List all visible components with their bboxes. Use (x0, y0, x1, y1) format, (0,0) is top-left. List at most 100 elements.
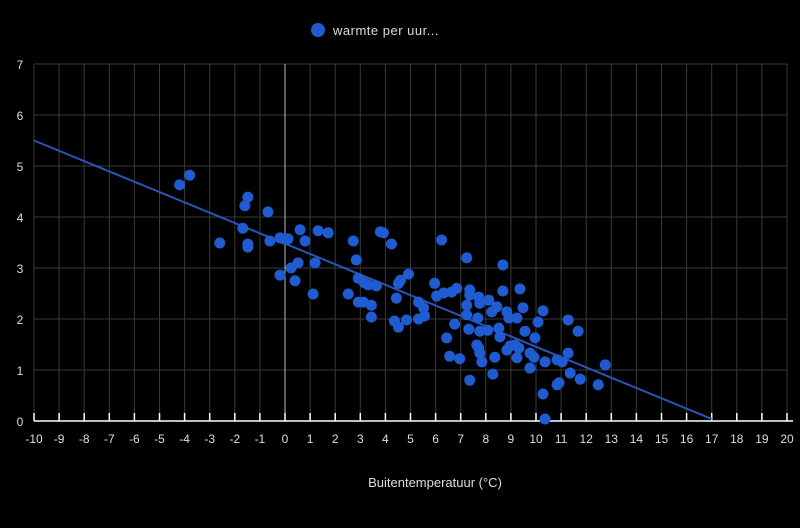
data-point (282, 233, 294, 245)
data-point (312, 225, 324, 237)
data-point (365, 311, 377, 323)
data-point (489, 351, 501, 363)
data-point (574, 373, 586, 385)
data-point (513, 342, 525, 354)
data-point (309, 257, 321, 269)
data-point (472, 312, 484, 324)
data-point (392, 277, 404, 289)
x-tick-label: -5 (154, 432, 165, 446)
data-point (400, 314, 412, 326)
data-point (262, 206, 274, 218)
data-point (537, 305, 549, 317)
x-tick-label: 10 (529, 432, 543, 446)
x-tick-label: 6 (432, 432, 439, 446)
y-axis: 0 1 2 3 4 5 6 7 (17, 58, 24, 429)
x-tick-label: -3 (204, 432, 215, 446)
x-tick-label: -6 (129, 432, 140, 446)
data-point (562, 347, 574, 359)
legend-label: warmte per uur... (332, 23, 439, 38)
data-point (429, 277, 441, 289)
data-point (385, 238, 397, 250)
data-point (449, 318, 461, 330)
x-tick-label: 4 (382, 432, 389, 446)
data-point (494, 331, 506, 343)
x-tick-label: -8 (79, 432, 90, 446)
data-point (464, 374, 476, 386)
data-point (342, 288, 354, 300)
data-point (264, 235, 276, 247)
data-point (599, 359, 611, 371)
x-axis: -10 -9 -8 -7 -6 -5 -4 -3 -2 -1 0 1 2 3 4 5 6 7 8 9 10 11 12 13 1… (25, 413, 794, 446)
data-point (497, 259, 509, 271)
data-point (362, 279, 374, 291)
x-tick-label: -9 (54, 432, 65, 446)
data-point (365, 299, 377, 311)
data-point (444, 350, 456, 362)
x-tick-label: 14 (630, 432, 644, 446)
data-point (517, 302, 529, 314)
x-tick-label: 8 (482, 432, 489, 446)
data-point (556, 356, 568, 368)
data-point (461, 299, 473, 311)
x-tick-label: 16 (680, 432, 694, 446)
x-tick-label: 18 (730, 432, 744, 446)
x-tick-label: 1 (307, 432, 314, 446)
data-point (347, 235, 359, 247)
data-point (476, 356, 488, 368)
data-point (474, 347, 486, 359)
data-point (519, 325, 531, 337)
y-tick-label: 6 (17, 109, 24, 123)
data-point (539, 413, 551, 425)
data-point (461, 309, 473, 321)
x-tick-label: 3 (357, 432, 364, 446)
data-point (483, 294, 495, 306)
x-tick-label: 2 (332, 432, 339, 446)
data-point (539, 356, 551, 368)
data-point (572, 325, 584, 337)
data-point (503, 312, 515, 324)
data-point (350, 254, 362, 266)
data-point (285, 262, 297, 274)
data-point (299, 235, 311, 247)
data-point (461, 252, 473, 264)
data-point (294, 224, 306, 236)
data-point (438, 287, 450, 299)
legend[interactable]: warmte per uur... (311, 23, 439, 38)
data-point (239, 200, 251, 212)
data-point (474, 325, 486, 337)
data-point (322, 227, 334, 239)
x-tick-label: 12 (580, 432, 594, 446)
data-point (392, 321, 404, 333)
data-point (514, 283, 526, 295)
data-point (242, 191, 254, 203)
data-point (564, 367, 576, 379)
data-point (214, 237, 226, 249)
data-point (402, 268, 414, 280)
data-point (497, 285, 509, 297)
data-point (482, 324, 494, 336)
data-point (487, 368, 499, 380)
data-point (184, 169, 196, 181)
data-point (474, 297, 486, 309)
grid (33, 63, 788, 422)
y-tick-label: 2 (17, 313, 24, 327)
x-tick-label: 17 (705, 432, 719, 446)
data-point (413, 313, 425, 325)
data-point (454, 353, 466, 365)
y-tick-label: 4 (17, 211, 24, 225)
y-tick-label: 0 (17, 415, 24, 429)
data-point (524, 362, 536, 374)
x-axis-label: Buitentemperatuur (°C) (368, 475, 502, 490)
y-tick-label: 7 (17, 58, 24, 72)
x-tick-label: 0 (282, 432, 289, 446)
x-tick-label: 13 (605, 432, 619, 446)
data-point (237, 222, 249, 234)
data-point (529, 332, 541, 344)
data-point (451, 282, 463, 294)
x-tick-label: -7 (104, 432, 115, 446)
legend-marker (311, 23, 325, 37)
data-point (562, 314, 574, 326)
y-tick-label: 5 (17, 160, 24, 174)
data-point (537, 388, 549, 400)
data-point (511, 312, 523, 324)
